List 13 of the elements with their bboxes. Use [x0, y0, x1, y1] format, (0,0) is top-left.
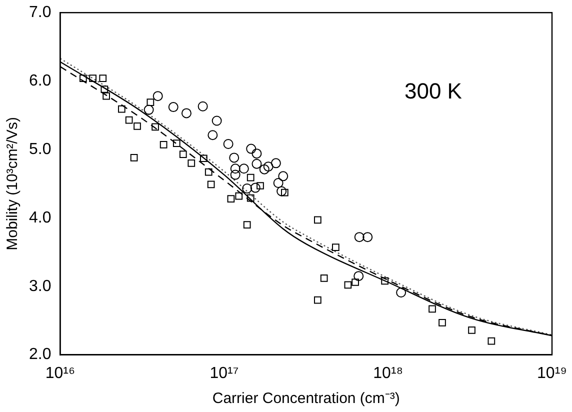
y-tick-label: 7.0 [28, 4, 52, 22]
annotation: 300 K [404, 78, 462, 104]
y-tick-label: 4.0 [28, 209, 52, 226]
x-tick-label: 10¹⁸ [373, 364, 404, 382]
y-tick-label: 2.0 [28, 346, 52, 364]
x-axis-title: Carrier Concentration (cm⁻³) [212, 390, 400, 408]
y-tick-label: 6.0 [28, 72, 52, 90]
x-tick-label: 10¹⁶ [45, 364, 76, 382]
y-axis-title: Mobility (10³cm²/Vs) [4, 117, 22, 250]
y-tick-label: 3.0 [28, 278, 52, 295]
x-tick-label: 10¹⁷ [210, 364, 239, 382]
x-tick-label: 10¹⁹ [537, 364, 567, 382]
y-tick-label: 5.0 [28, 140, 52, 158]
